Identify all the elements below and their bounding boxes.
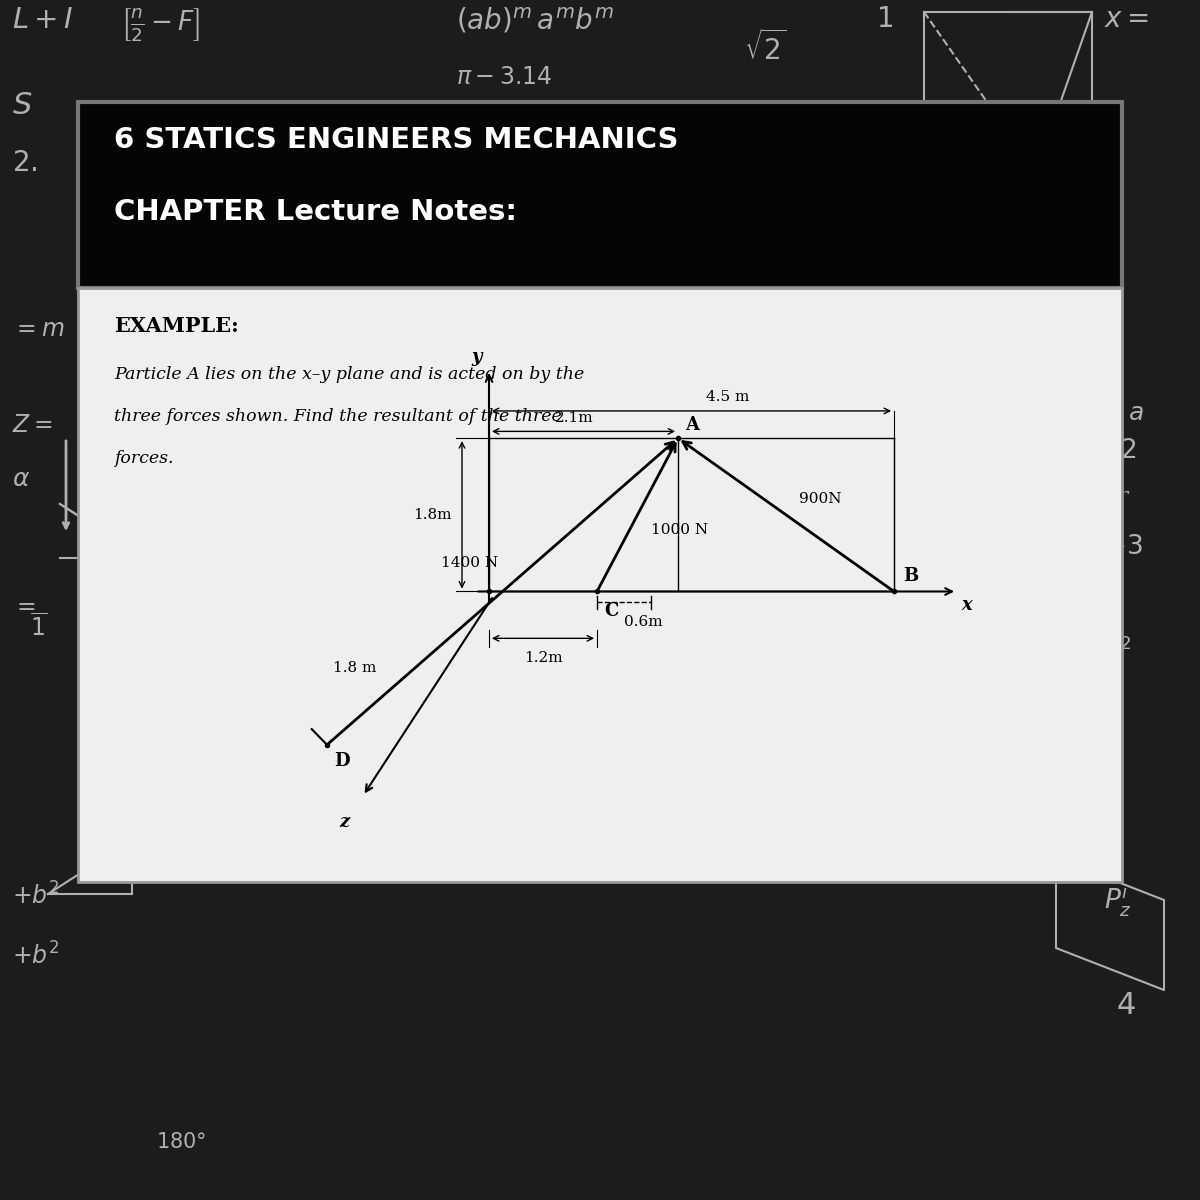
Text: 1.8m: 1.8m [413,508,451,522]
Text: $4$: $4$ [1116,990,1135,1021]
Text: A: A [685,416,700,434]
Text: $180°$: $180°$ [156,1132,206,1152]
Text: $S$: $S$ [12,90,32,121]
Text: $P_2$: $P_2$ [1104,624,1132,653]
Text: 2.1m: 2.1m [556,412,594,426]
Text: $(ab)^m\,a^m b^m$: $(ab)^m\,a^m b^m$ [456,6,614,35]
Text: Particle A lies on the x–y plane and is acted on by the: Particle A lies on the x–y plane and is … [114,366,584,383]
Text: $2.$: $2.$ [12,150,37,176]
Text: EXAMPLE:: EXAMPLE: [114,316,239,336]
Text: 0.6m: 0.6m [624,616,662,629]
Text: D: D [335,751,350,769]
Text: $\left[\frac{n}{2}-F\right]$: $\left[\frac{n}{2}-F\right]$ [120,6,200,43]
Text: 1000 N: 1000 N [650,523,708,538]
Text: 1.8 m: 1.8 m [332,661,376,676]
Text: $P_z^i$: $P_z^i$ [1104,882,1132,918]
Text: ember: ember [1056,486,1128,508]
Text: 1.2m: 1.2m [523,652,563,665]
Text: $22$: $22$ [1104,438,1136,463]
Text: C: C [605,601,618,619]
FancyBboxPatch shape [78,288,1122,882]
Text: $+b^2$: $+b^2$ [12,882,60,910]
Text: three forces shown. Find the resultant of the three: three forces shown. Find the resultant o… [114,408,562,425]
Text: CHAPTER Lecture Notes:: CHAPTER Lecture Notes: [114,198,517,226]
Text: $1$: $1$ [876,6,893,32]
Text: $\overline{1}$: $\overline{1}$ [30,614,47,642]
Text: $\sqrt{2}$: $\sqrt{2}$ [744,30,787,66]
Text: 4.5 m: 4.5 m [706,390,749,404]
Text: $L+I$: $L+I$ [12,6,73,34]
Text: $\alpha$: $\alpha$ [12,468,30,492]
Text: 6 STATICS ENGINEERS MECHANICS: 6 STATICS ENGINEERS MECHANICS [114,126,678,154]
Text: $a$: $a$ [1128,402,1144,425]
Text: 1400 N: 1400 N [440,556,498,570]
Text: $+b^2$: $+b^2$ [12,942,60,970]
Text: $=$: $=$ [12,594,36,617]
Text: forces.: forces. [114,450,174,467]
Text: $\pi - 3.14$: $\pi - 3.14$ [456,66,552,89]
Text: z: z [340,812,349,830]
Text: $x=$: $x=$ [1104,6,1148,32]
Text: y: y [472,348,482,366]
Text: $Z =$: $Z =$ [12,414,53,437]
Text: x: x [961,595,972,613]
Text: $= m$: $= m$ [12,318,65,341]
FancyBboxPatch shape [78,102,1122,288]
Text: B: B [902,566,918,584]
Text: 900N: 900N [799,492,842,506]
Text: $+3$: $+3$ [1104,534,1142,559]
